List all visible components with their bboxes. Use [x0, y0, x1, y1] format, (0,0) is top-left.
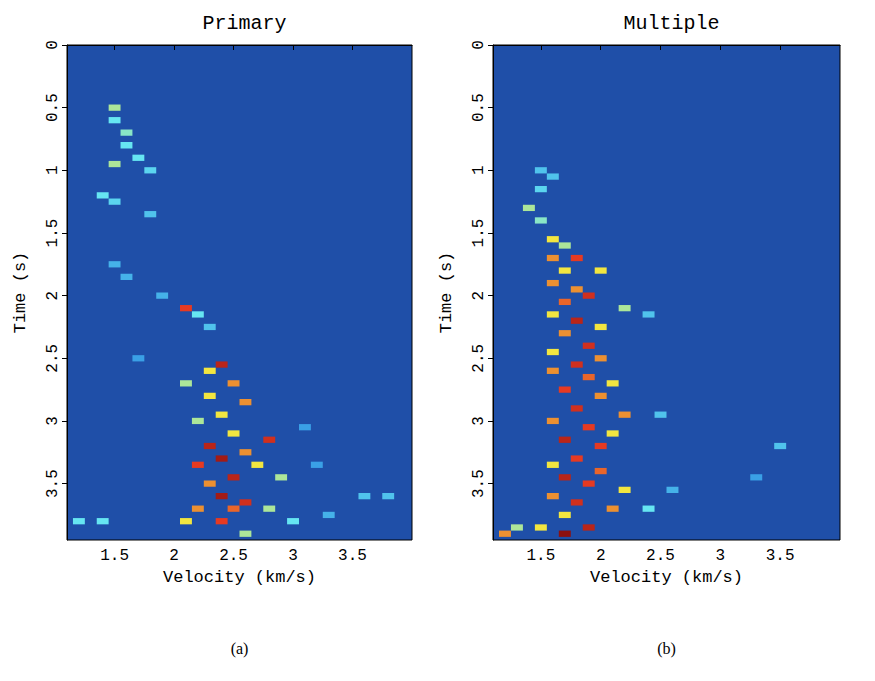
svg-text:3: 3 [470, 416, 488, 426]
svg-text:Time (s): Time (s) [437, 252, 456, 334]
svg-text:1: 1 [470, 166, 488, 176]
svg-text:2.5: 2.5 [646, 547, 675, 565]
svg-text:1.5: 1.5 [100, 547, 129, 565]
svg-text:1.5: 1.5 [526, 547, 555, 565]
svg-text:1.5: 1.5 [44, 219, 62, 248]
svg-text:2.5: 2.5 [470, 344, 488, 373]
svg-text:3.5: 3.5 [338, 547, 367, 565]
svg-text:2: 2 [470, 291, 488, 301]
svg-text:3.5: 3.5 [470, 469, 488, 498]
svg-text:Multiple: Multiple [623, 12, 719, 35]
svg-text:(b): (b) [657, 640, 676, 658]
svg-text:2: 2 [169, 547, 179, 565]
svg-text:Time (s): Time (s) [11, 252, 30, 334]
svg-text:0: 0 [470, 40, 488, 50]
svg-text:0.5: 0.5 [470, 93, 488, 122]
svg-text:1.5: 1.5 [470, 219, 488, 248]
svg-text:3: 3 [288, 547, 298, 565]
svg-text:(a): (a) [231, 640, 249, 658]
svg-text:2.5: 2.5 [44, 344, 62, 373]
svg-text:0: 0 [44, 40, 62, 50]
svg-text:Primary: Primary [202, 12, 286, 35]
svg-text:3.5: 3.5 [44, 469, 62, 498]
svg-text:1: 1 [44, 166, 62, 176]
svg-text:2.5: 2.5 [219, 547, 248, 565]
svg-text:0.5: 0.5 [44, 93, 62, 122]
svg-text:2: 2 [44, 291, 62, 301]
svg-text:3: 3 [716, 547, 726, 565]
svg-text:2: 2 [596, 547, 606, 565]
svg-text:3: 3 [44, 416, 62, 426]
svg-text:Velocity (km/s): Velocity (km/s) [163, 568, 316, 587]
svg-text:Velocity (km/s): Velocity (km/s) [590, 568, 743, 587]
svg-text:3.5: 3.5 [766, 547, 795, 565]
